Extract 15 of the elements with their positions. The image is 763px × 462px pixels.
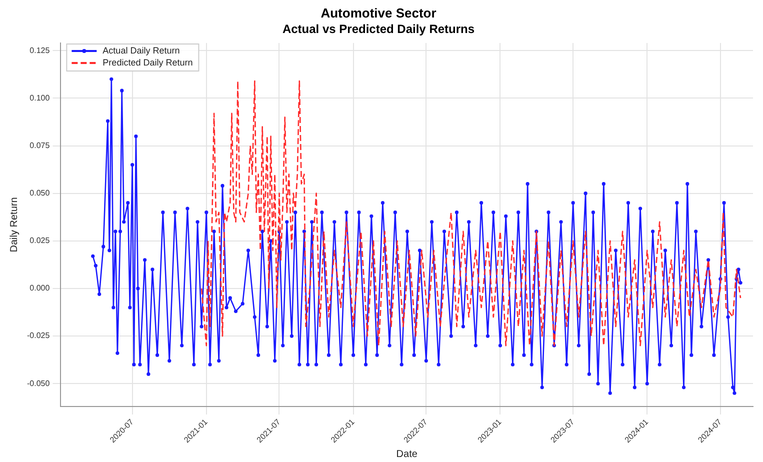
x-axis-title: Date (396, 448, 418, 460)
line-series (200, 80, 742, 346)
y-tick-label: 0.050 (30, 188, 50, 198)
chart-subtitle: Actual vs Predicted Daily Returns (282, 22, 475, 36)
y-tick-label: -0.025 (26, 331, 50, 340)
y-tick-label: 0.125 (30, 46, 50, 55)
chart-title: Automotive Sector (320, 5, 436, 20)
legend-label: Predicted Daily Return (102, 57, 193, 68)
legend-label: Actual Daily Return (102, 45, 180, 56)
y-tick-label: 0.000 (30, 284, 50, 293)
y-axis-title: Daily Return (8, 197, 20, 252)
y-tick-label: -0.050 (26, 378, 50, 388)
y-tick-label: 0.025 (30, 236, 50, 246)
y-tick-label: 0.075 (30, 140, 50, 150)
y-tick-label: 0.100 (30, 93, 50, 102)
